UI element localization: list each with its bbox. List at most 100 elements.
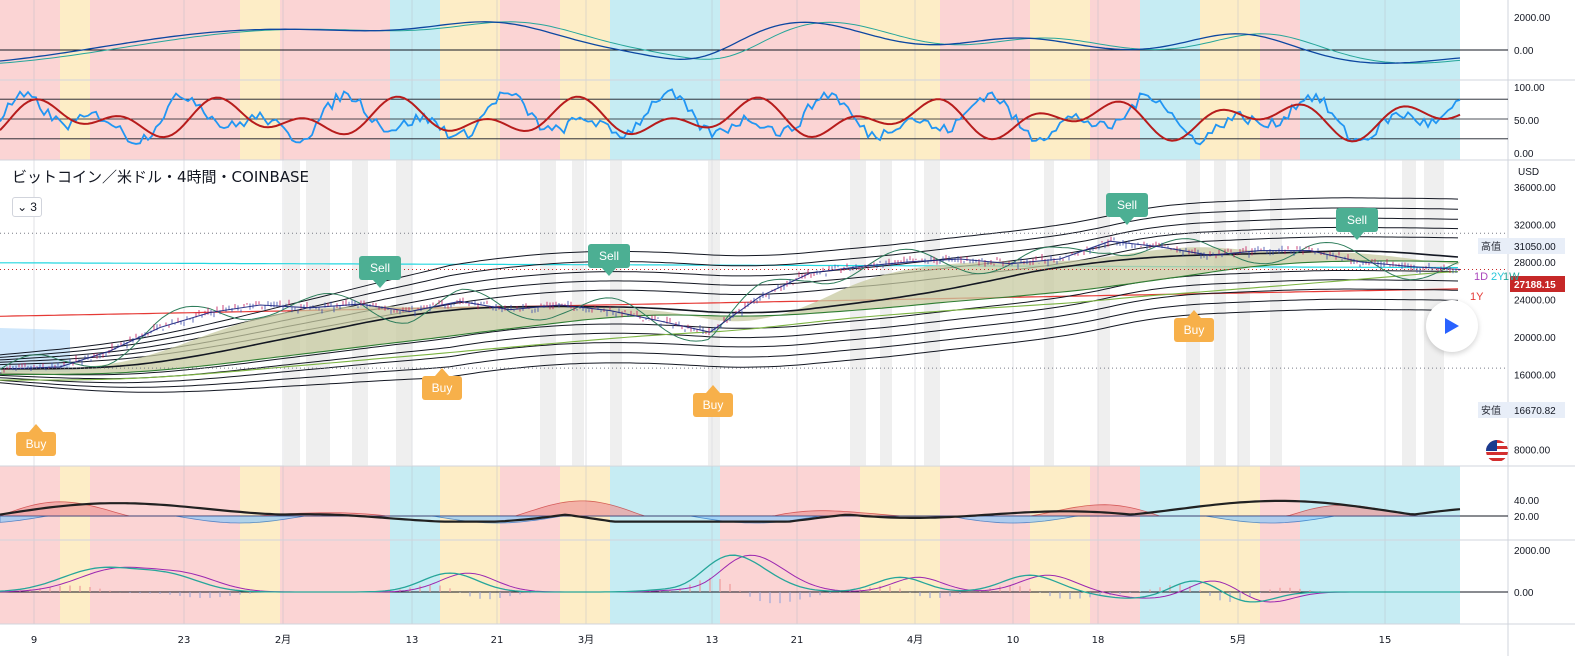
price-tick: 32000.00: [1514, 220, 1556, 231]
background-zone: [0, 466, 60, 624]
chevron-down-icon: ⌄: [17, 200, 28, 214]
signal-pointer: [1350, 232, 1364, 240]
price-tick: 16000.00: [1514, 370, 1556, 381]
background-zone: [610, 466, 720, 624]
bollinger-line: [0, 238, 1459, 370]
macd-signal-line: [0, 21, 1461, 64]
sell-signal: Sell: [588, 244, 630, 276]
start-zone: [0, 328, 70, 372]
signal-box: [1336, 208, 1378, 232]
sell-signal: Sell: [1336, 208, 1378, 240]
price-tick: 24000.00: [1514, 295, 1556, 306]
background-zone: [500, 466, 560, 624]
buy-signal: Buy: [422, 368, 462, 400]
signal-label: Buy: [432, 381, 453, 395]
low-price-label: 安值: [1481, 404, 1501, 417]
signal-box: [1174, 318, 1214, 342]
background-zone: [1030, 466, 1090, 624]
price-tick: 36000.00: [1514, 183, 1556, 194]
macd-top-tick: 0.00: [1514, 46, 1534, 57]
stoch-k-line: [0, 88, 1461, 146]
stoch-tick: 0.00: [1514, 149, 1534, 160]
ma-long-line: [0, 260, 1459, 375]
macd-line: [0, 21, 1461, 64]
background-zone: [440, 466, 500, 624]
buy-signal: Buy: [1174, 310, 1214, 342]
ma-tag-1y: 1Y: [1470, 291, 1484, 303]
envelope-lower-3: [0, 288, 1459, 384]
signal-label: Buy: [703, 398, 724, 412]
ma-tag-2y: 2Y: [1491, 271, 1505, 283]
current-price-value: 27188.15: [1514, 280, 1556, 291]
signal-pointer: [435, 368, 449, 376]
x-tick-label: 18: [1092, 635, 1105, 646]
signal-pointer: [602, 268, 616, 276]
background-zone: [60, 466, 90, 624]
high-price-value: 31050.00: [1514, 242, 1556, 253]
signal-box: [588, 244, 630, 268]
envelope-lower-4: [0, 298, 1459, 388]
stochastic-panel: [0, 88, 1508, 146]
low-price-value: 16670.82: [1514, 406, 1556, 417]
background-zone: [90, 466, 240, 624]
play-icon: [1445, 318, 1459, 334]
price-tick: 28000.00: [1514, 258, 1556, 269]
x-tick-label: 15: [1379, 635, 1392, 646]
adx-panel: [0, 499, 1508, 524]
macd-signal-line: [0, 554, 1460, 603]
current-price-bg: [1510, 276, 1565, 292]
sell-signal: Sell: [1106, 193, 1148, 225]
x-tick-label: 21: [791, 635, 804, 646]
interval-label: 3: [30, 200, 37, 214]
sell-signal: Sell: [359, 256, 401, 288]
signal-label: Sell: [1347, 213, 1367, 227]
background-zone: [940, 466, 1030, 624]
stoch-d-line: [0, 95, 1461, 143]
ma-tag-1d: 1D: [1474, 271, 1488, 283]
price-series-line: [9, 240, 1461, 370]
envelope-lower-2: [0, 279, 1459, 380]
ma-green-line: [0, 271, 1459, 381]
x-tick-label: 9: [31, 635, 37, 646]
session-shade: [1238, 160, 1250, 466]
background-zone: [860, 466, 940, 624]
signal-pointer: [29, 424, 43, 432]
macd-line: [0, 554, 1460, 603]
background-zone: [390, 466, 440, 624]
macd-bot-tick: 0.00: [1514, 588, 1534, 599]
signal-label: Buy: [26, 437, 47, 451]
x-tick-label: 3月: [578, 634, 594, 646]
replay-play-button[interactable]: [1426, 300, 1478, 352]
session-shade: [880, 160, 892, 466]
stoch-tick: 100.00: [1514, 83, 1545, 94]
signal-label: Sell: [1117, 198, 1137, 212]
x-tick-label: 23: [178, 635, 191, 646]
currency-label: USD: [1518, 167, 1539, 178]
session-shade: [1044, 160, 1054, 466]
signal-pointer: [1120, 217, 1134, 225]
interval-toggle-button[interactable]: ⌄ 3: [12, 197, 42, 217]
adx-line: [0, 499, 1461, 523]
x-tick-label: 4月: [907, 634, 923, 646]
session-shade: [1270, 160, 1282, 466]
signal-pointer: [706, 385, 720, 393]
background-zone: [1090, 466, 1140, 624]
signal-pointer: [1187, 310, 1201, 318]
envelope-upper-5: [0, 197, 1459, 356]
signal-box: [422, 376, 462, 400]
buy-signal: Buy: [16, 424, 56, 456]
background-zone: [1140, 466, 1200, 624]
us-flag-icon: [1486, 440, 1508, 462]
signal-label: Buy: [1184, 323, 1205, 337]
ma-tag-1w: 1W: [1503, 271, 1520, 283]
price-panel: [0, 197, 1508, 393]
background-zone: [560, 466, 610, 624]
background-zone: [1300, 466, 1460, 624]
macd-top-panel: [0, 21, 1508, 64]
x-tick-label: 2月: [275, 634, 291, 646]
chart-title: ビットコイン／米ドル・4時間・COINBASE: [12, 168, 310, 186]
background-zone: [280, 466, 390, 624]
signal-box: [16, 432, 56, 456]
x-tick-label: 13: [406, 635, 419, 646]
